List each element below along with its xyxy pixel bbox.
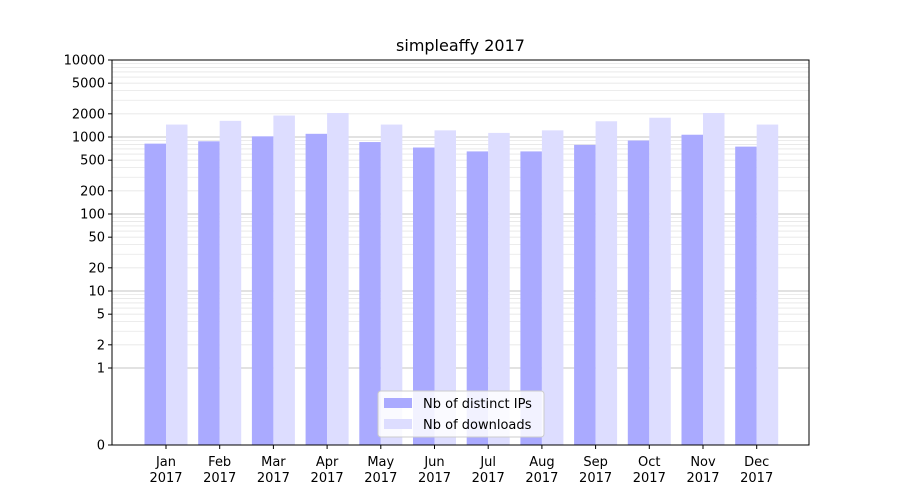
y-tick-label: 200 bbox=[80, 184, 105, 199]
x-tick-label-year: 2017 bbox=[364, 471, 397, 486]
legend-label: Nb of distinct IPs bbox=[423, 397, 532, 412]
legend-label: Nb of downloads bbox=[423, 418, 532, 433]
y-tick-label: 1 bbox=[97, 362, 105, 377]
legend-swatch bbox=[384, 419, 412, 429]
bar-downloads bbox=[595, 121, 618, 445]
bar-downloads bbox=[756, 124, 779, 446]
x-tick-label-month: Mar bbox=[261, 455, 286, 470]
legend: Nb of distinct IPs Nb of downloads bbox=[377, 390, 545, 438]
bar-downloads bbox=[166, 124, 188, 446]
bar-distinct-ips bbox=[305, 133, 328, 446]
bar-downloads bbox=[703, 112, 725, 446]
y-tick-label: 100 bbox=[80, 208, 105, 223]
x-tick-label-year: 2017 bbox=[579, 471, 612, 486]
y-tick-label: 20 bbox=[88, 261, 105, 276]
y-tick-label: 0 bbox=[97, 439, 105, 454]
x-tick-label-year: 2017 bbox=[472, 471, 505, 486]
y-tick-label: 10 bbox=[88, 285, 105, 300]
bar-distinct-ips bbox=[627, 140, 650, 446]
x-axis: Jan2017Feb2017Mar2017Apr2017May2017Jun20… bbox=[149, 445, 773, 486]
bar-distinct-ips bbox=[144, 143, 166, 445]
x-tick-label-month: Nov bbox=[690, 455, 716, 470]
bar-downloads bbox=[219, 120, 242, 445]
x-tick-label-year: 2017 bbox=[257, 471, 290, 486]
x-tick-label-month: Jul bbox=[479, 455, 496, 470]
bar-downloads bbox=[434, 130, 456, 446]
bar-distinct-ips bbox=[681, 134, 703, 446]
y-axis: 0 1 2 5 10 20 50 100 200 500 1000 2000 5000 10000 bbox=[64, 54, 112, 454]
y-tick-label: 2 bbox=[97, 338, 105, 353]
x-tick-label-year: 2017 bbox=[311, 471, 344, 486]
x-tick-label-year: 2017 bbox=[203, 471, 236, 486]
x-tick-label-month: Dec bbox=[744, 455, 769, 470]
y-tick-label: 500 bbox=[80, 154, 105, 169]
legend-box bbox=[377, 390, 545, 438]
bar-downloads bbox=[327, 112, 349, 446]
x-tick-label-year: 2017 bbox=[686, 471, 719, 486]
x-tick-label-month: Oct bbox=[638, 455, 660, 470]
x-tick-label-year: 2017 bbox=[418, 471, 451, 486]
bar-downloads bbox=[380, 124, 403, 446]
bars-layer bbox=[144, 112, 779, 446]
legend-swatch bbox=[384, 398, 412, 408]
bar-downloads bbox=[273, 115, 295, 445]
y-tick-label: 50 bbox=[88, 231, 105, 246]
x-tick-label-month: Sep bbox=[583, 455, 608, 470]
x-tick-label-year: 2017 bbox=[149, 471, 182, 486]
bar-downloads bbox=[488, 132, 510, 445]
x-tick-label-year: 2017 bbox=[525, 471, 558, 486]
bar-distinct-ips bbox=[198, 141, 220, 445]
x-tick-label-year: 2017 bbox=[740, 471, 773, 486]
x-tick-label-month: Jun bbox=[423, 455, 444, 470]
x-tick-label-year: 2017 bbox=[633, 471, 666, 486]
bar-distinct-ips bbox=[466, 151, 489, 445]
x-tick-label-month: May bbox=[367, 455, 394, 470]
bar-distinct-ips bbox=[251, 136, 274, 446]
x-tick-label-month: Feb bbox=[208, 455, 231, 470]
y-tick-label: 2000 bbox=[72, 107, 105, 122]
x-tick-label-month: Jan bbox=[155, 455, 176, 470]
y-tick-label: 5000 bbox=[72, 77, 105, 92]
x-tick-label-month: Apr bbox=[316, 455, 339, 470]
chart-title: simpleaffy 2017 bbox=[396, 36, 525, 55]
bar-distinct-ips bbox=[413, 147, 435, 445]
bar-distinct-ips bbox=[574, 144, 596, 445]
y-tick-label: 10000 bbox=[64, 54, 105, 69]
bar-distinct-ips bbox=[359, 142, 381, 445]
y-tick-label: 5 bbox=[97, 308, 105, 323]
bar-downloads bbox=[649, 117, 671, 446]
x-tick-label-month: Aug bbox=[529, 455, 554, 470]
bar-downloads bbox=[541, 130, 564, 446]
bar-distinct-ips bbox=[520, 151, 542, 445]
y-tick-label: 1000 bbox=[72, 131, 105, 146]
bar-distinct-ips bbox=[735, 146, 757, 445]
plot-frame bbox=[111, 59, 810, 446]
